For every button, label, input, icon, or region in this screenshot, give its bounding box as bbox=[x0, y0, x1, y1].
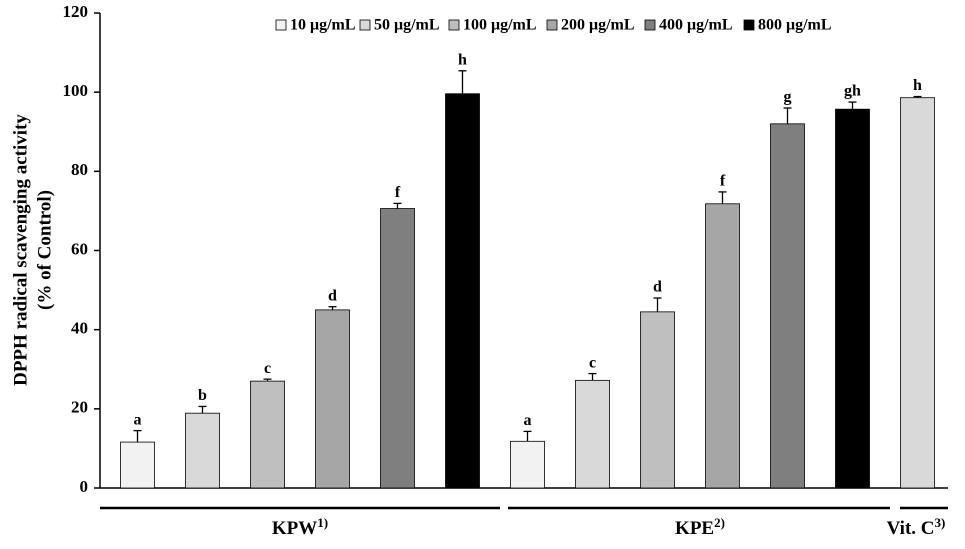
group-label: KPE2) bbox=[675, 515, 725, 539]
bar bbox=[120, 441, 155, 489]
significance-letter: d bbox=[328, 287, 337, 304]
significance-letter: g bbox=[784, 89, 792, 106]
bar bbox=[705, 203, 740, 489]
error-bar bbox=[263, 378, 272, 382]
legend-swatch bbox=[743, 19, 755, 31]
group-note: 3) bbox=[935, 515, 946, 530]
legend-swatch bbox=[448, 19, 460, 31]
bar bbox=[640, 311, 675, 489]
error-bar bbox=[393, 202, 402, 209]
bar bbox=[900, 97, 935, 489]
group-note: 2) bbox=[714, 515, 725, 530]
bar bbox=[185, 412, 220, 489]
significance-letter: a bbox=[524, 412, 532, 429]
significance-letter: b bbox=[198, 387, 207, 404]
bar bbox=[380, 208, 415, 489]
y-tick-label: 0 bbox=[80, 477, 89, 496]
legend-label: 50 μg/mL bbox=[374, 17, 440, 34]
legend-swatch bbox=[546, 19, 558, 31]
significance-letter: d bbox=[653, 279, 662, 296]
error-bar bbox=[133, 429, 142, 443]
group-name: KPW bbox=[272, 518, 317, 539]
bar bbox=[835, 108, 870, 489]
group-label: KPW1) bbox=[272, 515, 328, 539]
y-tick-label: 40 bbox=[71, 319, 88, 338]
legend-label: 200 μg/mL bbox=[561, 17, 635, 34]
y-tick-label: 20 bbox=[71, 398, 88, 417]
y-axis-label: (% of Control) bbox=[34, 190, 55, 310]
y-tick-label: 100 bbox=[63, 81, 89, 100]
legend-swatch bbox=[359, 19, 371, 31]
y-tick-label: 120 bbox=[63, 2, 89, 21]
significance-letter: a bbox=[134, 411, 142, 428]
bar bbox=[770, 123, 805, 489]
error-bar bbox=[783, 107, 792, 124]
error-bar bbox=[198, 405, 207, 414]
group-note: 1) bbox=[317, 515, 328, 530]
significance-letter: f bbox=[720, 173, 726, 190]
bar bbox=[315, 309, 350, 489]
group-name: KPE bbox=[675, 518, 714, 539]
bar bbox=[445, 93, 480, 489]
legend-label: 800 μg/mL bbox=[758, 17, 832, 34]
error-bar bbox=[523, 430, 532, 442]
legend-label: 100 μg/mL bbox=[463, 17, 537, 34]
y-axis-label: DPPH radical scavenging activity bbox=[10, 114, 31, 386]
error-bar bbox=[328, 306, 337, 310]
bar bbox=[510, 440, 545, 489]
error-bar bbox=[718, 191, 727, 204]
y-tick-label: 80 bbox=[71, 160, 88, 179]
legend-label: 400 μg/mL bbox=[659, 17, 733, 34]
legend-swatch bbox=[644, 19, 656, 31]
significance-letter: h bbox=[913, 77, 922, 94]
significance-letter: gh bbox=[844, 83, 861, 100]
group-name: Vit. C bbox=[887, 518, 935, 539]
significance-letter: f bbox=[395, 184, 401, 201]
error-bar bbox=[913, 95, 922, 98]
y-tick-label: 60 bbox=[71, 239, 88, 258]
significance-letter: c bbox=[589, 354, 596, 371]
group-label: Vit. C3) bbox=[887, 515, 946, 539]
significance-letter: h bbox=[458, 51, 467, 68]
significance-letter: c bbox=[264, 360, 271, 377]
error-bar bbox=[848, 101, 857, 110]
bar bbox=[250, 380, 285, 489]
legend-label: 10 μg/mL bbox=[290, 17, 356, 34]
error-bar bbox=[653, 297, 662, 312]
error-bar bbox=[458, 70, 467, 94]
legend-swatch bbox=[275, 19, 287, 31]
error-bar bbox=[588, 372, 597, 381]
bar bbox=[575, 379, 610, 489]
